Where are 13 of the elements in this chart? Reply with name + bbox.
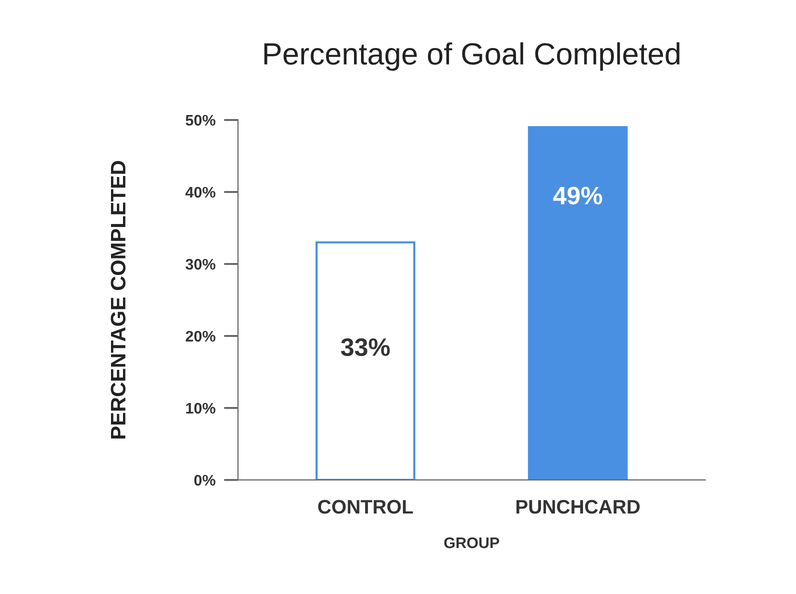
y-tick-label: 20%	[186, 330, 216, 342]
x-tick-label: CONTROL	[318, 500, 413, 514]
data-label: 49%	[553, 186, 602, 204]
y-tick-label: 40%	[185, 186, 216, 198]
chart-title: Percentage of Goal Completed	[264, 42, 680, 71]
x-tick-label: PUNCHCARD	[516, 500, 640, 514]
y-tick-label: 30%	[186, 258, 216, 270]
x-axis-title: GROUP	[444, 537, 500, 548]
data-label: 33%	[340, 338, 390, 356]
y-axis-title: PERCENTAGE COMPLETED	[110, 160, 126, 438]
y-tick-label: 50%	[186, 114, 216, 126]
y-tick-label: 10%	[186, 402, 216, 414]
y-tick-label: 0%	[194, 474, 216, 486]
